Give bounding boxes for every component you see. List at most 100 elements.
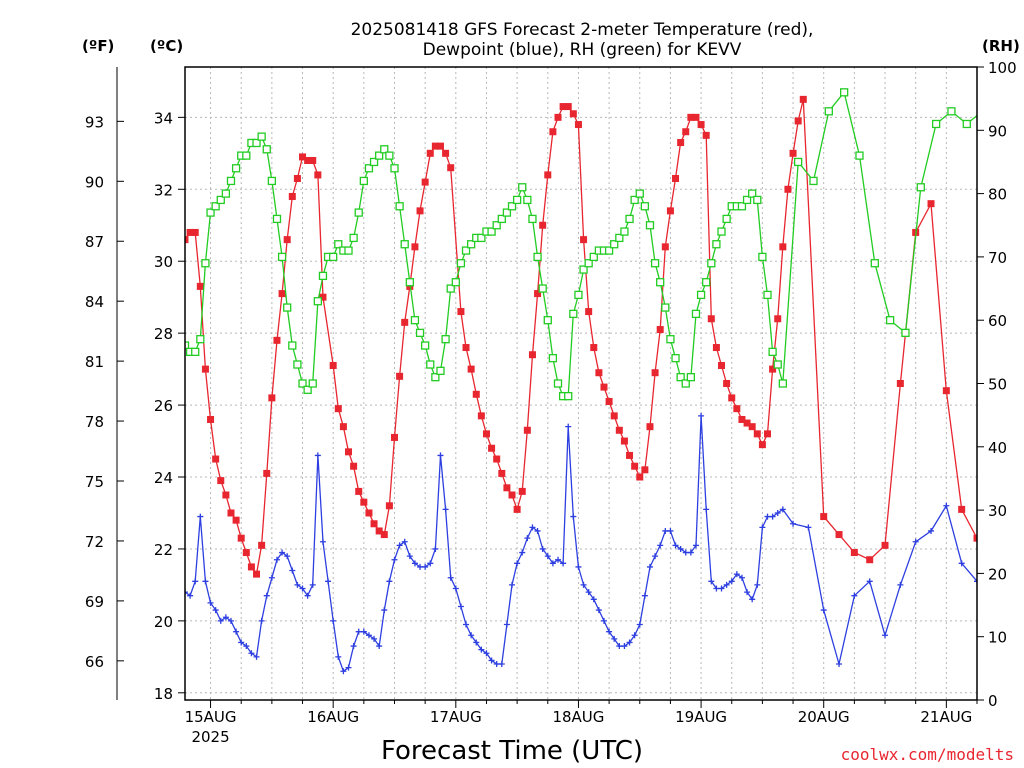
dewpoint-point	[227, 617, 234, 624]
temperature-point	[610, 412, 618, 420]
rh-point	[502, 208, 512, 217]
rh-point	[691, 309, 701, 319]
rh-point	[446, 284, 455, 293]
fahrenheit-tick-label: 81	[85, 353, 104, 371]
rh-point	[870, 259, 879, 268]
dewpoint-point	[621, 643, 628, 650]
rh-point	[901, 328, 910, 338]
rh-point	[497, 214, 506, 224]
fahrenheit-tick-label: 78	[85, 413, 104, 431]
rh-point	[201, 259, 210, 268]
dewpoint-point	[790, 520, 797, 527]
rh-point	[252, 138, 261, 148]
temperature-point	[927, 200, 935, 208]
temperature-point	[339, 423, 347, 431]
dewpoint-point	[652, 553, 659, 560]
temperature-point	[334, 405, 342, 413]
dewpoint-point	[575, 563, 582, 570]
series-rh	[185, 88, 977, 401]
rh-point	[855, 151, 864, 160]
dewpoint-point	[662, 527, 669, 534]
temperature-point	[835, 531, 843, 539]
rh-point	[553, 379, 563, 388]
temperature-point	[528, 351, 536, 359]
rh-point	[380, 145, 389, 154]
temperature-point	[380, 531, 388, 539]
rh-point	[456, 259, 466, 268]
dewpoint-point	[340, 668, 347, 675]
dewpoint-point	[529, 524, 536, 531]
dewpoint-point	[417, 563, 424, 570]
rh-point	[615, 233, 624, 243]
rh-tick-label: 0	[988, 692, 998, 710]
temperature-line	[185, 99, 977, 576]
rh-point	[676, 373, 685, 382]
rh-point	[257, 132, 266, 141]
rh-point	[385, 151, 394, 160]
rh-point	[466, 240, 476, 249]
grid-lines	[185, 67, 978, 700]
temperature-point	[758, 441, 766, 449]
rh-tick-label: 50	[988, 376, 1007, 394]
rh-tick-label: 60	[988, 312, 1007, 330]
temperature-point	[631, 462, 639, 470]
dewpoint-point	[207, 599, 214, 606]
dewpoint-point	[248, 650, 255, 657]
rh-tick-label: 20	[988, 565, 1007, 583]
temperature-point	[396, 372, 404, 380]
rh-point	[589, 252, 598, 262]
temperature-point	[350, 462, 358, 470]
temperature-point	[416, 207, 424, 215]
temperature-point	[850, 549, 858, 557]
celsius-tick-label: 24	[154, 469, 173, 487]
rh-point	[620, 227, 629, 236]
dewpoint-point	[805, 524, 812, 531]
temperature-point	[564, 103, 572, 111]
dewpoint-line	[185, 415, 977, 673]
celsius-tick-label: 30	[154, 253, 173, 271]
rh-point	[359, 176, 368, 186]
fahrenheit-tick-label: 66	[85, 653, 104, 671]
rh-point	[748, 189, 757, 198]
dewpoint-point	[299, 585, 306, 592]
dewpoint-point	[764, 513, 771, 520]
temperature-point	[600, 383, 608, 391]
dewpoint-point	[866, 578, 873, 585]
chart-title-line1: 2025081418 GFS Forecast 2-meter Temperat…	[351, 20, 814, 40]
date-tick-label: 21AUG	[920, 708, 972, 726]
temperature-point	[712, 344, 720, 352]
dewpoint-point	[217, 617, 224, 624]
temperature-point	[779, 243, 787, 251]
temperature-point	[666, 207, 674, 215]
dewpoint-point	[279, 549, 286, 556]
temperature-point	[881, 541, 889, 549]
dewpoint-point	[1005, 553, 1011, 559]
temperature-point	[574, 121, 582, 129]
dewpoint-point	[519, 549, 526, 556]
rh-point	[216, 195, 225, 205]
dewpoint-point	[616, 643, 623, 650]
rh-point	[277, 252, 287, 262]
temperature-point	[207, 415, 215, 423]
rh-point	[778, 379, 787, 388]
rh-point	[686, 373, 696, 382]
temperature-point	[201, 365, 209, 373]
rh-point	[507, 202, 517, 211]
rh-point	[185, 341, 190, 350]
dewpoint-point	[595, 607, 602, 614]
dewpoint-point	[330, 617, 337, 624]
dewpoint-point	[350, 643, 357, 650]
rh-point	[211, 202, 220, 211]
dewpoint-point	[289, 567, 296, 574]
temperature-point	[283, 236, 291, 244]
rh-point	[267, 176, 277, 186]
temperature-point	[753, 430, 761, 438]
dewpoint-point	[411, 560, 418, 567]
rh-point	[737, 202, 747, 211]
rh-point	[441, 335, 450, 344]
temperature-point	[370, 520, 378, 528]
temperature-point	[682, 128, 690, 136]
dewpoint-point	[197, 513, 204, 520]
temperature-point	[523, 426, 531, 434]
rh-point	[221, 189, 231, 198]
